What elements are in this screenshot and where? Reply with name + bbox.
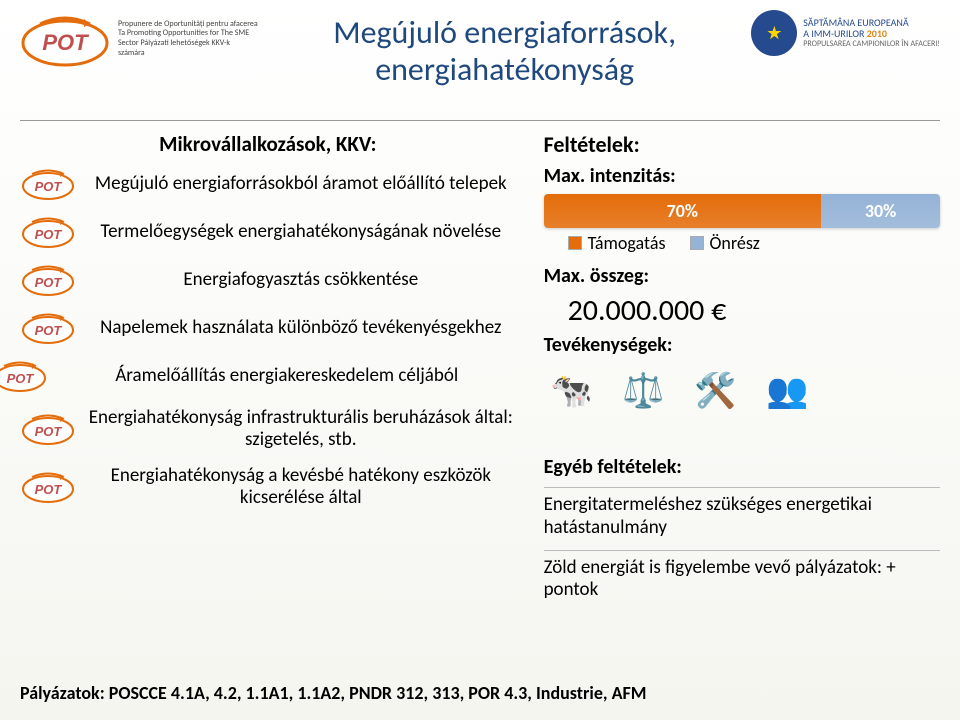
intensity-bar-chart: 70%30%: [544, 194, 940, 228]
activity-icon: ⚖️: [616, 363, 672, 419]
svg-text:POT: POT: [35, 323, 63, 338]
bullet-row: POT Energiafogyasztás csökkentése: [20, 263, 516, 297]
sum-label: Max. összeg:: [544, 264, 940, 288]
svg-text:POT: POT: [35, 179, 63, 194]
pot-bullet-icon: POT: [20, 311, 76, 345]
activity-icon: 👥: [760, 363, 816, 419]
activities-label: Tevékenységek:: [544, 333, 940, 357]
bar-segment: 30%: [821, 194, 940, 228]
content-area: Mikrovállalkozások, KKV: POT Megújuló ene…: [0, 127, 960, 612]
bullet-text: Energiahatékonyság infrastrukturális ber…: [86, 407, 516, 451]
svg-text:POT: POT: [35, 227, 63, 242]
logo-right-block: ★ SĂPTĂMÂNA EUROPEANĂ A IMM-URILOR 2010 …: [751, 10, 940, 56]
header: POT Propunere de Oportunități pentru afa…: [0, 0, 960, 120]
pot-bullet-icon: POT: [0, 359, 48, 393]
bullet-row: POT Energiahatékonyság infrastrukturális …: [20, 407, 516, 451]
bullet-text: Napelemek használata különböző tevékenyé…: [86, 317, 516, 339]
activity-icon: 🐄: [544, 363, 600, 419]
bullet-row: POT Megújuló energiaforrásokból áramot el…: [20, 167, 516, 201]
activity-icon: 🛠️: [688, 363, 744, 419]
svg-text:POT: POT: [35, 424, 63, 439]
legend-swatch: [568, 236, 582, 250]
eu-week-sub: PROPULSAREA CAMPIONILOR ÎN AFACERI!: [803, 40, 940, 49]
logo-tagline: Propunere de Oportunități pentru afacere…: [118, 20, 258, 58]
right-column: Feltételek: Max. intenzitás: 70%30% Támo…: [536, 131, 940, 612]
bullet-row: POT Napelemek használata különböző tevéke…: [20, 311, 516, 345]
bullet-text: Energiahatékonyság a kevésbé hatékony es…: [86, 465, 516, 509]
bar-segment: 70%: [544, 194, 822, 228]
bullet-list: POT Megújuló energiaforrásokból áramot el…: [20, 167, 516, 508]
bullet-text: Áramelőállítás energiakereskedelem céljá…: [58, 365, 516, 387]
activities-icon-row: 🐄 ⚖️ 🛠️ 👥: [544, 363, 940, 419]
bullet-row: POT Energiahatékonyság a kevésbé hatékony…: [20, 465, 516, 509]
left-column: Mikrovállalkozások, KKV: POT Megújuló ene…: [20, 131, 516, 612]
legend-item: Önrész: [690, 232, 760, 254]
intensity-label: Max. intenzitás:: [544, 164, 940, 188]
svg-text:POT: POT: [35, 275, 63, 290]
pot-bullet-icon: POT: [20, 412, 76, 446]
pot-logo-icon: POT: [20, 10, 110, 68]
bullet-row: POT Áramelőállítás energiakereskedelem cé…: [0, 359, 516, 393]
other-conditions-heading: Egyéb feltételek:: [544, 455, 940, 479]
conditions-heading: Feltételek:: [544, 131, 940, 158]
bullet-text: Termelőegységek energiahatékonyságának n…: [86, 221, 516, 243]
other-condition-item: Zöld energiát is figyelembe vevő pályáza…: [544, 550, 940, 603]
legend-swatch: [690, 236, 704, 250]
eu-week-text: SĂPTĂMÂNA EUROPEANĂ A IMM-URILOR 2010 PR…: [803, 17, 940, 49]
logo-left-block: POT Propunere de Oportunități pentru afa…: [20, 10, 258, 68]
svg-text:POT: POT: [7, 371, 35, 386]
bullet-text: Energiafogyasztás csökkentése: [86, 269, 516, 291]
pot-bullet-icon: POT: [20, 263, 76, 297]
left-heading: Mikrovállalkozások, KKV:: [20, 131, 516, 157]
pot-bullet-icon: POT: [20, 470, 76, 504]
bullet-row: POT Termelőegységek energiahatékonyságána…: [20, 215, 516, 249]
legend-label: Önrész: [710, 232, 760, 254]
svg-text:POT: POT: [42, 30, 89, 55]
title-line-1: Megújuló energiaforrások,: [258, 15, 751, 52]
legend-item: Támogatás: [568, 232, 666, 254]
header-divider: [20, 120, 940, 121]
pot-bullet-icon: POT: [20, 215, 76, 249]
pot-bullet-icon: POT: [20, 167, 76, 201]
page-title: Megújuló energiaforrások, energiahatékon…: [258, 10, 751, 89]
title-line-2: energiahatékonyság: [258, 52, 751, 89]
other-conditions-list: Energitatermeléshez szükséges energetika…: [544, 487, 940, 602]
chart-legend: Támogatás Önrész: [568, 232, 940, 254]
bullet-text: Megújuló energiaforrásokból áramot előál…: [86, 173, 516, 195]
legend-label: Támogatás: [588, 232, 666, 254]
eu-stars-icon: ★: [751, 10, 797, 56]
svg-text:POT: POT: [35, 482, 63, 497]
other-condition-item: Energitatermeléshez szükséges energetika…: [544, 487, 940, 540]
footer-text: Pályázatok: POSCCE 4.1A, 4.2, 1.1A1, 1.1…: [20, 682, 647, 704]
sum-value: 20.000.000 €: [568, 292, 940, 329]
